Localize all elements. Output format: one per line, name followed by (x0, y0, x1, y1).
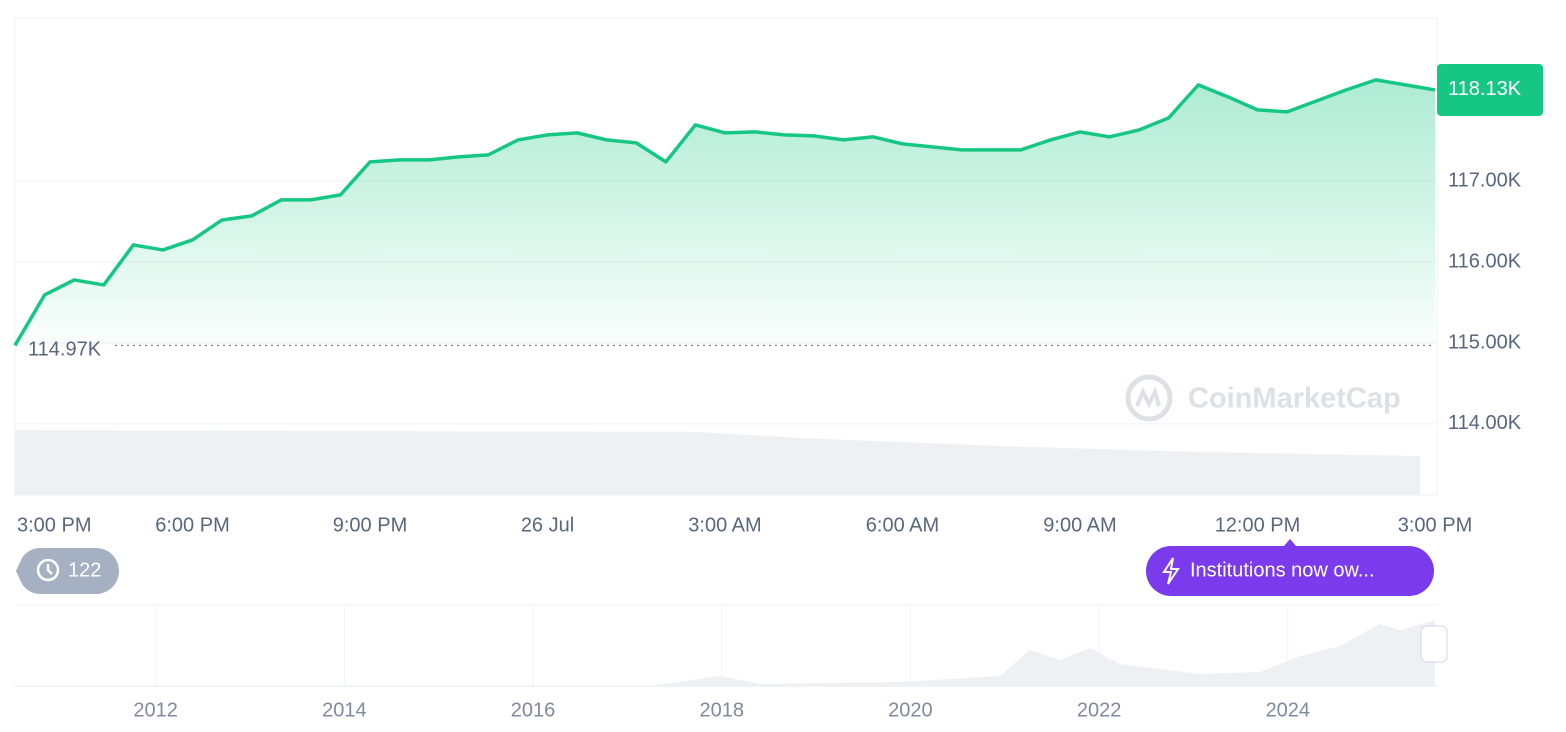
x-tick-label: 6:00 PM (155, 514, 229, 536)
x-tick-label: 9:00 AM (1043, 514, 1116, 536)
watermark-text: CoinMarketCap (1188, 383, 1401, 415)
x-tick-label: 3:00 PM (17, 514, 91, 536)
navigator-year-label: 2024 (1266, 699, 1311, 721)
news-badge[interactable]: Institutions now ow... (1146, 539, 1434, 596)
navigator-year-label: 2020 (888, 699, 933, 721)
area-fill (15, 79, 1435, 346)
watermark: CoinMarketCap (1125, 374, 1401, 422)
x-tick-label: 12:00 PM (1215, 514, 1301, 536)
current-price-box (1437, 63, 1543, 116)
y-tick-label: 116.00K (1448, 250, 1522, 272)
start-price-label: 114.97K (28, 339, 102, 361)
navigator-year-label: 2016 (511, 699, 556, 721)
range-handle[interactable] (1420, 625, 1448, 663)
x-tick-label: 3:00 PM (1398, 514, 1472, 536)
navigator-year-label: 2022 (1077, 699, 1122, 721)
x-tick-label: 26 Jul (521, 514, 574, 536)
navigator-year-label: 2018 (699, 699, 744, 721)
navigator-year-label: 2014 (322, 699, 367, 721)
volume-bars (15, 430, 1420, 495)
history-count: 122 (68, 559, 101, 581)
x-tick-label: 9:00 PM (333, 514, 407, 536)
news-text: Institutions now ow... (1190, 559, 1375, 581)
price-line (13, 78, 1436, 347)
navigator-year-label: 2012 (133, 699, 178, 721)
navigator (15, 604, 1438, 687)
history-badge[interactable]: 122 (16, 548, 120, 594)
current-price-label: 118.13K (1448, 78, 1522, 100)
x-tick-label: 3:00 AM (688, 514, 761, 536)
x-tick-label: 6:00 AM (866, 514, 939, 536)
y-tick-label: 114.00K (1448, 412, 1522, 434)
y-tick-label: 117.00K (1448, 170, 1522, 192)
y-tick-label: 115.00K (1448, 331, 1522, 353)
